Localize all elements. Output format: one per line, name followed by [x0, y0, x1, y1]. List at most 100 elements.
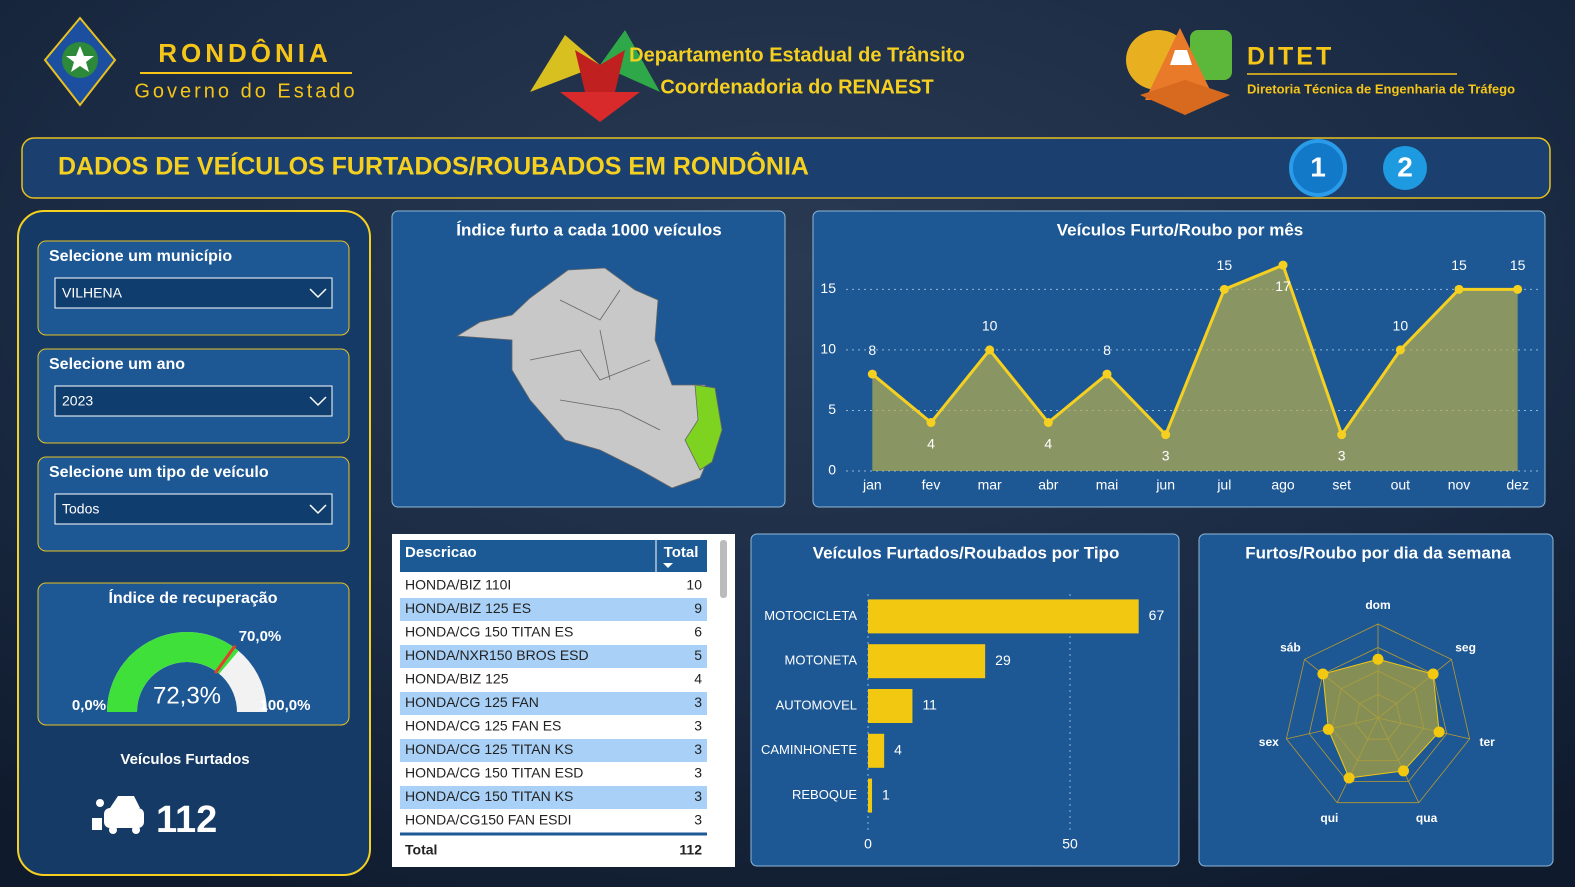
- cell: 3: [694, 741, 702, 757]
- state-name: RONDÔNIA: [158, 38, 332, 68]
- point: [1343, 772, 1355, 784]
- x-tick-label: 50: [1062, 836, 1078, 852]
- kpi-label: Veículos Furtados: [120, 751, 249, 768]
- column-header[interactable]: Total: [664, 544, 699, 561]
- y-tick-label: AUTOMOVEL: [776, 697, 857, 712]
- page-title: DADOS DE VEÍCULOS FURTADOS/ROUBADOS EM R…: [58, 151, 809, 181]
- data-label: 15: [1217, 257, 1233, 273]
- dropdown[interactable]: [54, 493, 333, 525]
- column-header[interactable]: Descricao: [405, 544, 477, 561]
- y-tick-label: CAMINHONETE: [761, 742, 857, 757]
- data-label: 1: [882, 786, 890, 802]
- page-button-label[interactable]: 2: [1397, 151, 1413, 182]
- bar: [868, 644, 986, 679]
- cell: HONDA/BIZ 125: [405, 671, 509, 687]
- y-tick-label: REBOQUE: [792, 787, 857, 802]
- sort-icon[interactable]: [663, 563, 673, 568]
- gauge-tick-label: 0,0%: [72, 697, 106, 714]
- dropdown-value[interactable]: 2023: [62, 393, 93, 409]
- dropdown[interactable]: [54, 277, 333, 309]
- axis-label: dom: [1365, 598, 1390, 612]
- row-band: [400, 786, 707, 809]
- point: [1317, 668, 1329, 680]
- filter-label: Selecione um tipo de veículo: [49, 464, 269, 481]
- x-tick-label: mar: [978, 477, 1002, 493]
- ditet: DITET: [1247, 43, 1334, 71]
- data-label: 11: [922, 697, 937, 713]
- x-tick-label: abr: [1038, 477, 1059, 493]
- cell: HONDA/CG150 FAN ESDI: [405, 812, 572, 828]
- filter-label: Selecione um ano: [49, 356, 185, 373]
- x-tick-label: nov: [1448, 477, 1471, 493]
- dropdown-arrow[interactable]: [309, 288, 327, 299]
- data-label: 4: [1044, 435, 1052, 451]
- data-label: 8: [1103, 342, 1111, 358]
- row-band: [400, 739, 707, 762]
- cell: HONDA/CG 150 TITAN KS: [405, 788, 573, 804]
- dropdown-arrow[interactable]: [309, 504, 327, 515]
- radar-grid: [1308, 647, 1448, 782]
- gauge-value-label: 72,3%: [153, 682, 221, 709]
- data-label: 3: [1162, 447, 1170, 463]
- detran-logo: [530, 30, 660, 122]
- y-tick-label: MOTONETA: [785, 653, 858, 668]
- cell: 3: [694, 812, 702, 828]
- cell: HONDA/CG 150 TITAN ESD: [405, 765, 583, 781]
- title-bar: [21, 137, 1551, 199]
- page-button[interactable]: [1383, 146, 1427, 190]
- cell: HONDA/BIZ 110I: [405, 577, 511, 593]
- kpi-value: 112: [156, 799, 217, 841]
- point: [1397, 765, 1409, 777]
- x-tick-label: set: [1332, 477, 1351, 493]
- row-band: [400, 645, 707, 668]
- point: [1513, 284, 1523, 294]
- ditet-full: Diretoria Técnica de Engenharia de Tráfe…: [1247, 81, 1515, 96]
- gauge-target: [214, 644, 237, 675]
- bar: [868, 689, 913, 723]
- point: [1043, 418, 1053, 428]
- page-button[interactable]: [1289, 139, 1347, 197]
- total-value: 112: [679, 842, 702, 858]
- page-button-label[interactable]: 1: [1310, 151, 1326, 182]
- data-label: 8: [868, 342, 876, 358]
- map: [455, 267, 723, 489]
- point: [867, 369, 877, 379]
- y-tick-label: 5: [828, 401, 836, 417]
- bar: [868, 733, 885, 768]
- line: [871, 263, 1518, 438]
- axis-label: seg: [1455, 640, 1476, 654]
- point: [1102, 369, 1112, 379]
- x-tick-label: fev: [922, 477, 941, 493]
- dropdown-value[interactable]: VILHENA: [62, 285, 123, 301]
- point: [1337, 430, 1347, 440]
- cell: 3: [694, 718, 702, 734]
- state-logo: [43, 16, 117, 107]
- data-label: 4: [894, 742, 902, 758]
- filter-label: Selecione um município: [49, 248, 232, 265]
- x-tick-label: jan: [862, 477, 882, 493]
- gauge-tick-label: 100,0%: [260, 697, 311, 714]
- y-tick-label: MOTOCICLETA: [764, 608, 857, 623]
- point: [1433, 726, 1445, 738]
- row-band: [400, 692, 707, 715]
- x-tick-label: jun: [1155, 477, 1175, 493]
- x-tick-label: ago: [1271, 477, 1295, 493]
- scrollbar[interactable]: [720, 540, 727, 598]
- x-tick-label: dez: [1506, 477, 1529, 493]
- dropdown-arrow[interactable]: [309, 396, 327, 407]
- axis-label: sáb: [1280, 640, 1301, 654]
- coordination: Coordenadoria do RENAEST: [660, 76, 933, 98]
- point: [1427, 668, 1439, 680]
- dropdown-value[interactable]: Todos: [62, 501, 99, 517]
- data-label: 4: [927, 435, 935, 451]
- x-tick-label: 0: [864, 836, 872, 852]
- cell: HONDA/CG 125 FAN: [405, 694, 539, 710]
- x-tick-label: mai: [1096, 477, 1119, 493]
- point: [1161, 430, 1171, 440]
- cell: 5: [694, 647, 702, 663]
- cell: 3: [694, 788, 702, 804]
- data-label: 29: [995, 652, 1011, 668]
- dropdown[interactable]: [54, 385, 333, 417]
- gauge-title: Índice de recuperação: [109, 588, 278, 607]
